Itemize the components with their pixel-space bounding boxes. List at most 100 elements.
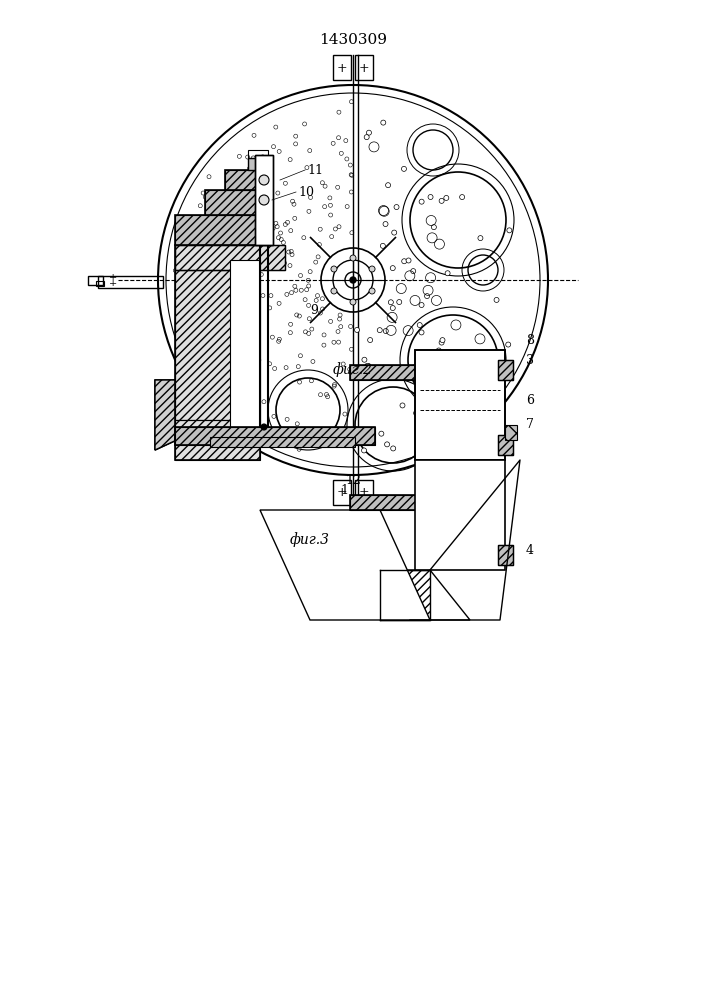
Text: 11: 11 bbox=[307, 163, 323, 176]
Bar bbox=[333, 480, 351, 505]
Circle shape bbox=[379, 431, 384, 436]
Bar bbox=[350, 495, 430, 510]
Circle shape bbox=[388, 300, 393, 305]
Bar bbox=[96, 281, 104, 286]
Circle shape bbox=[419, 199, 424, 204]
Text: 7: 7 bbox=[526, 418, 534, 432]
Circle shape bbox=[439, 340, 444, 345]
Circle shape bbox=[390, 306, 395, 311]
Bar bbox=[333, 55, 351, 80]
Circle shape bbox=[391, 446, 396, 451]
Circle shape bbox=[368, 439, 373, 444]
Bar bbox=[415, 350, 505, 460]
Text: +: + bbox=[358, 487, 369, 499]
Circle shape bbox=[400, 403, 405, 408]
Text: 1: 1 bbox=[340, 484, 348, 496]
Circle shape bbox=[411, 269, 416, 274]
Bar bbox=[255, 155, 273, 245]
Text: 1430309: 1430309 bbox=[319, 33, 387, 47]
Bar bbox=[498, 360, 513, 380]
Circle shape bbox=[381, 120, 386, 125]
Circle shape bbox=[350, 255, 356, 261]
Circle shape bbox=[440, 338, 445, 343]
Circle shape bbox=[445, 271, 450, 276]
Circle shape bbox=[402, 166, 407, 171]
Circle shape bbox=[259, 195, 269, 205]
Circle shape bbox=[417, 323, 422, 328]
Bar bbox=[205, 190, 270, 215]
Circle shape bbox=[507, 228, 512, 233]
Text: 9: 9 bbox=[310, 304, 318, 316]
Bar bbox=[175, 427, 375, 445]
Circle shape bbox=[392, 230, 397, 235]
Circle shape bbox=[419, 330, 424, 335]
Circle shape bbox=[385, 442, 390, 447]
Text: +: + bbox=[358, 62, 369, 75]
Circle shape bbox=[331, 288, 337, 294]
Circle shape bbox=[259, 175, 269, 185]
Polygon shape bbox=[380, 570, 430, 620]
Bar bbox=[175, 270, 260, 420]
Bar bbox=[175, 245, 260, 460]
Circle shape bbox=[414, 364, 419, 369]
Bar bbox=[350, 365, 430, 380]
Circle shape bbox=[331, 266, 337, 272]
Text: 4: 4 bbox=[526, 544, 534, 556]
Text: фиг.3: фиг.3 bbox=[290, 533, 330, 547]
Circle shape bbox=[369, 266, 375, 272]
Circle shape bbox=[478, 236, 483, 241]
Circle shape bbox=[369, 288, 375, 294]
Circle shape bbox=[368, 338, 373, 343]
Bar bbox=[175, 420, 260, 460]
Circle shape bbox=[424, 294, 430, 299]
Bar bbox=[248, 150, 268, 158]
Circle shape bbox=[397, 300, 402, 305]
Circle shape bbox=[362, 357, 367, 362]
Circle shape bbox=[439, 198, 444, 203]
Bar bbox=[350, 365, 430, 380]
Circle shape bbox=[419, 303, 424, 308]
Circle shape bbox=[460, 195, 464, 200]
Bar bbox=[505, 425, 517, 440]
Bar bbox=[498, 545, 513, 565]
Text: +: + bbox=[337, 62, 347, 75]
Bar bbox=[98, 276, 163, 288]
Bar bbox=[175, 215, 270, 245]
Text: 8: 8 bbox=[526, 334, 534, 347]
Circle shape bbox=[390, 374, 395, 379]
Polygon shape bbox=[380, 570, 470, 620]
Circle shape bbox=[394, 205, 399, 210]
Text: 12: 12 bbox=[345, 474, 361, 487]
Text: +: + bbox=[109, 272, 117, 282]
Circle shape bbox=[428, 195, 433, 200]
Bar bbox=[498, 545, 513, 565]
Circle shape bbox=[436, 348, 441, 353]
Circle shape bbox=[444, 195, 449, 200]
Circle shape bbox=[366, 130, 371, 135]
Bar bbox=[175, 245, 285, 270]
Bar bbox=[225, 170, 270, 190]
Polygon shape bbox=[260, 510, 430, 620]
Bar bbox=[225, 170, 270, 190]
Bar bbox=[415, 350, 505, 460]
Bar bbox=[498, 360, 513, 380]
Text: фиг.2: фиг.2 bbox=[333, 363, 373, 377]
Circle shape bbox=[390, 266, 395, 271]
Bar bbox=[175, 245, 285, 270]
Bar bbox=[248, 158, 268, 170]
Bar bbox=[355, 480, 373, 505]
Text: 6: 6 bbox=[526, 393, 534, 406]
Bar bbox=[175, 270, 250, 420]
Bar bbox=[498, 435, 513, 455]
Bar bbox=[210, 437, 355, 447]
Circle shape bbox=[261, 424, 267, 430]
Circle shape bbox=[406, 258, 411, 263]
Circle shape bbox=[350, 299, 356, 305]
Bar bbox=[255, 155, 273, 245]
Circle shape bbox=[443, 365, 448, 370]
Bar bbox=[350, 495, 430, 510]
Text: +: + bbox=[109, 278, 117, 288]
Polygon shape bbox=[155, 380, 220, 450]
Circle shape bbox=[431, 225, 436, 230]
Circle shape bbox=[361, 448, 366, 453]
